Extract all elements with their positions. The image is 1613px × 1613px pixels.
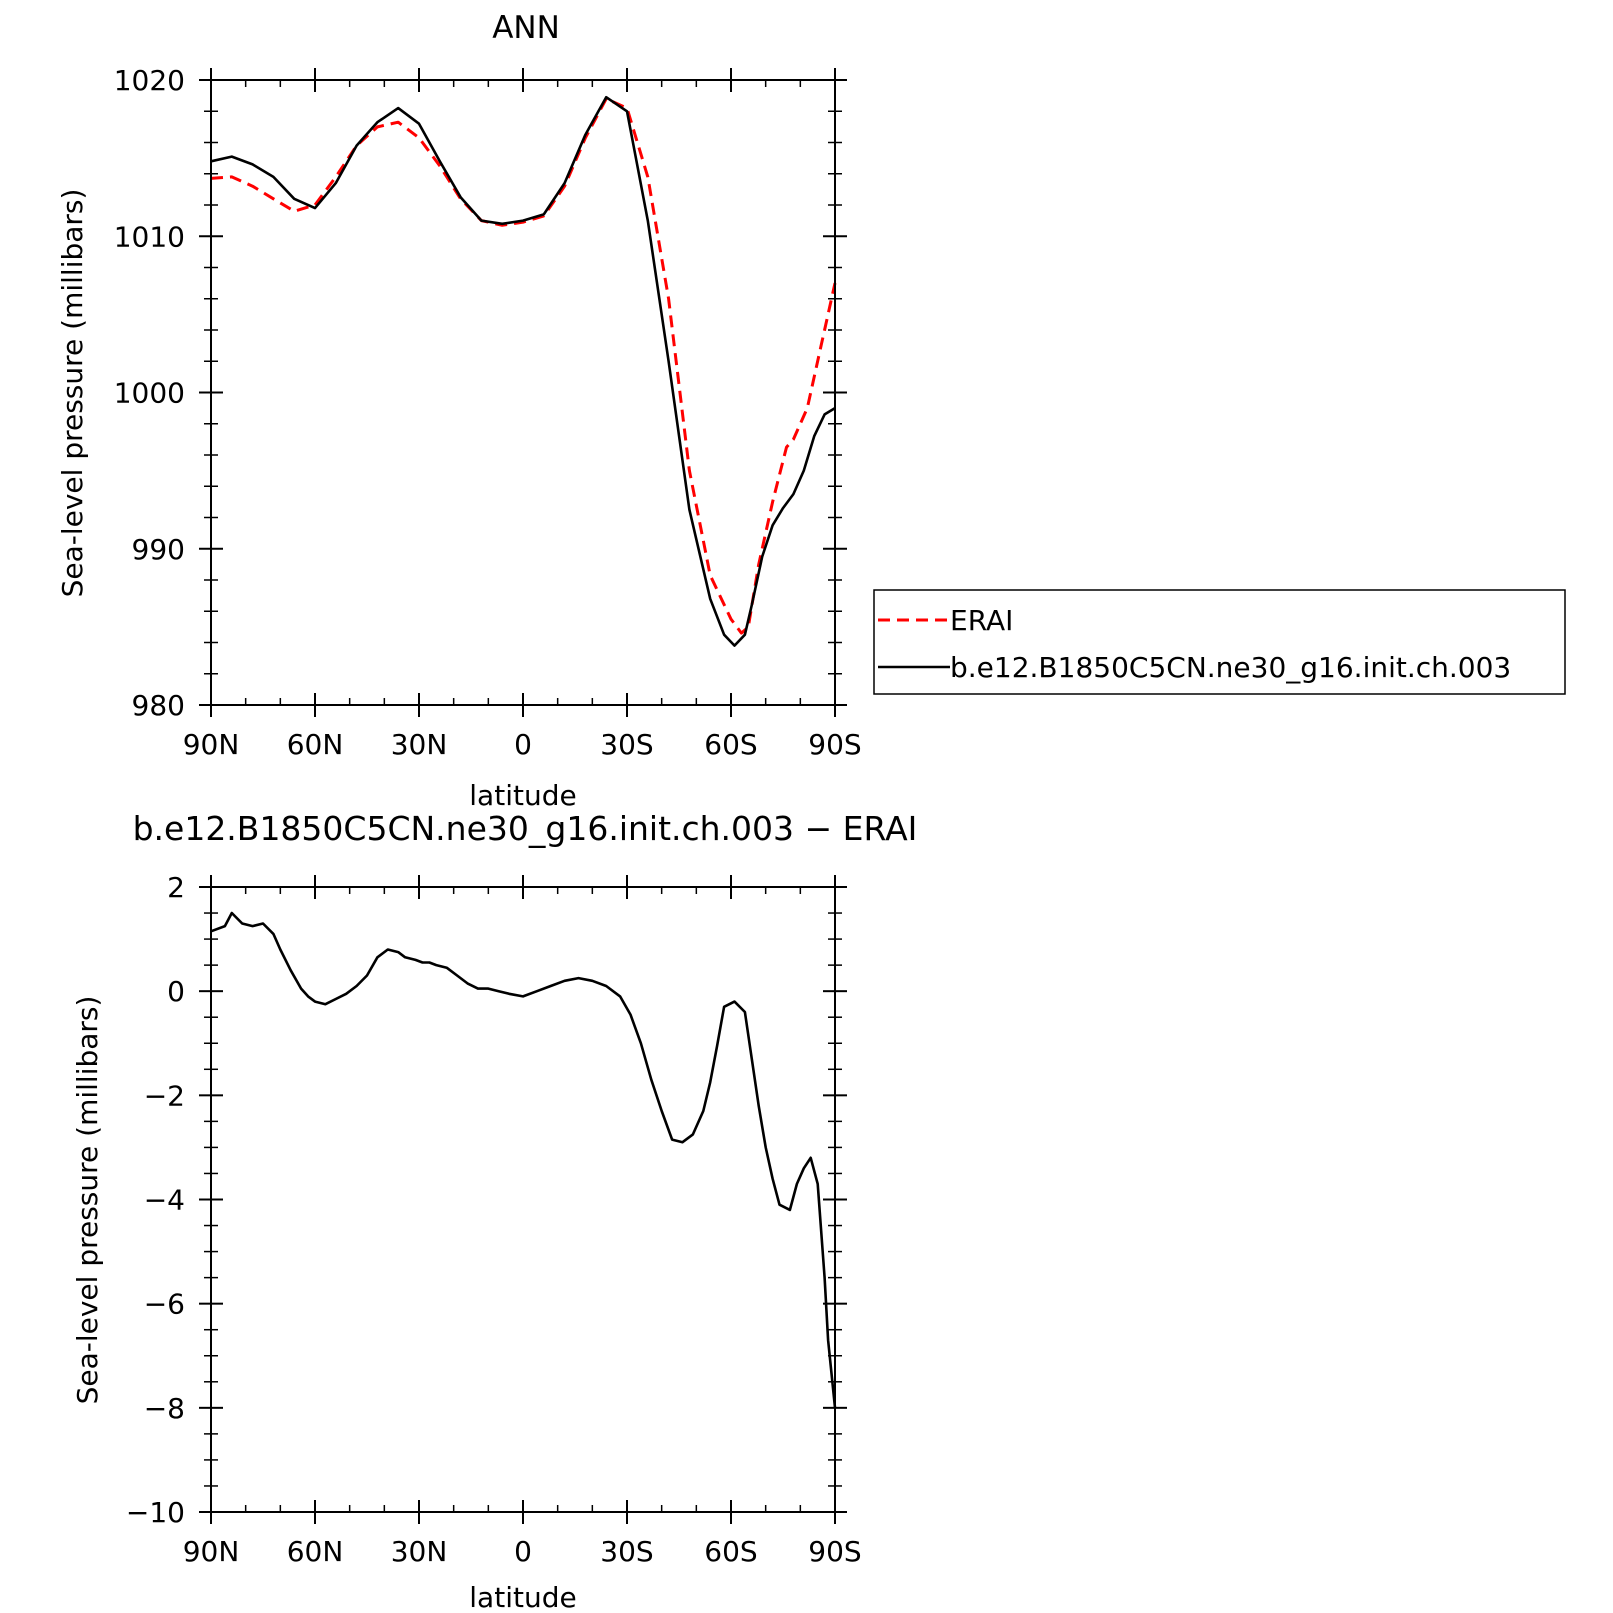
top-series-line-0 <box>210 97 837 635</box>
bottom-ytick-label: −8 <box>144 1392 185 1425</box>
top-ytick-label: 1010 <box>114 220 185 253</box>
bottom-chart-ylabel: Sea-level pressure (millibars) <box>71 996 104 1405</box>
bottom-xtick-label: 90N <box>183 1535 240 1568</box>
bottom-ytick-label: −4 <box>144 1184 185 1217</box>
bottom-xtick-label: 30N <box>391 1535 448 1568</box>
top-xtick-label: 60N <box>287 728 344 761</box>
top-chart-panel: ANN 90N 60N 30N 0 30S 60S 90S 980 990 1000 1010 102… <box>56 10 862 812</box>
legend-erai-label: ERAI <box>950 604 1013 637</box>
top-ytick-label: 1020 <box>114 64 185 97</box>
top-xtick-label: 30N <box>391 728 448 761</box>
top-chart-ylabel: Sea-level pressure (millibars) <box>56 189 89 598</box>
bottom-xtick-label: 90S <box>808 1535 861 1568</box>
top-chart-title: ANN <box>492 10 560 46</box>
top-xtick-label: 60S <box>704 728 757 761</box>
bottom-xtick-label: 60S <box>704 1535 757 1568</box>
top-series-line-1 <box>210 95 836 647</box>
bottom-chart-frame <box>210 886 836 1513</box>
top-chart-xlabel: latitude <box>469 779 576 812</box>
top-chart-frame <box>210 79 836 706</box>
bottom-ytick-label: −10 <box>126 1496 185 1529</box>
top-xtick-label: 30S <box>600 728 653 761</box>
bottom-xtick-label: 60N <box>287 1535 344 1568</box>
bottom-chart-title: b.e12.B1850C5CN.ne30_g16.init.ch.003 − E… <box>133 809 918 848</box>
bottom-series-line-0 <box>210 911 837 1408</box>
top-xtick-label: 0 <box>514 728 532 761</box>
legend: ERAI b.e12.B1850C5CN.ne30_g16.init.ch.00… <box>873 589 1566 695</box>
legend-model-label: b.e12.B1850C5CN.ne30_g16.init.ch.003 <box>950 651 1511 684</box>
bottom-ytick-label: −2 <box>144 1079 185 1112</box>
bottom-ytick-label: 0 <box>167 975 185 1008</box>
top-ytick-label: 1000 <box>114 377 185 410</box>
bottom-ytick-label: −6 <box>144 1288 185 1321</box>
bottom-chart-panel: b.e12.B1850C5CN.ne30_g16.init.ch.003 − E… <box>71 809 917 1613</box>
bottom-xtick-label: 30S <box>600 1535 653 1568</box>
top-xtick-label: 90S <box>808 728 861 761</box>
top-xtick-label: 90N <box>183 728 240 761</box>
legend-box <box>873 589 1566 695</box>
bottom-chart-xlabel: latitude <box>469 1581 576 1613</box>
top-ytick-label: 990 <box>132 533 185 566</box>
bottom-ytick-label: 2 <box>167 871 185 904</box>
top-ytick-label: 980 <box>132 689 185 722</box>
bottom-xtick-label: 0 <box>514 1535 532 1568</box>
